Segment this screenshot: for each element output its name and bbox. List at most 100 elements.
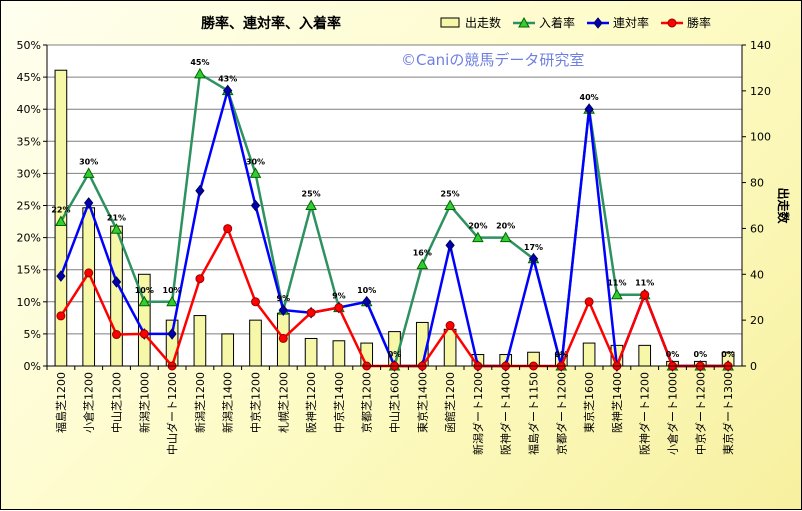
data-label: 16% — [413, 249, 432, 258]
y-tick-label: 10% — [17, 296, 41, 309]
gridlines — [47, 44, 742, 335]
bar — [332, 340, 346, 367]
x-axis: 福島芝1200 小倉芝1200 中山芝1200 新潟芝1000 中山ダート1200 新潟芝… — [46, 365, 742, 455]
point — [139, 329, 149, 339]
data-label: 43% — [218, 75, 237, 84]
y2-tick-label: 60 — [750, 222, 764, 235]
x-tick-label: 阪神ダート1200 — [638, 372, 652, 455]
x-tick-label: 阪神芝1200 — [304, 372, 318, 433]
data-label: 11% — [635, 279, 654, 288]
point — [528, 252, 539, 265]
legend-item: 入着率 — [513, 15, 575, 30]
y2-tick-label: 120 — [750, 85, 771, 98]
x-tick-label: 函館芝1200 — [443, 372, 457, 433]
point — [445, 239, 455, 252]
y2-tick-label: 40 — [750, 268, 764, 281]
data-label: 0% — [694, 350, 708, 359]
point — [362, 295, 372, 308]
point — [194, 67, 206, 79]
x-tick-label: 東京ダート1300 — [721, 372, 735, 455]
watermark: ©Caniの競馬データ研究室 — [401, 51, 584, 69]
legend-item: 連対率 — [587, 15, 649, 30]
point — [55, 215, 67, 227]
data-label: 0% — [388, 350, 402, 359]
point — [223, 84, 233, 97]
x-tick-label: 阪神ダート1400 — [499, 372, 513, 455]
point — [249, 167, 262, 178]
y-tick-label: 20% — [17, 232, 41, 245]
x-tick-label: 小倉ダート1000 — [666, 372, 680, 455]
point — [305, 199, 317, 210]
x-tick-label: 中山ダート1200 — [165, 372, 179, 455]
bar — [193, 315, 207, 367]
data-label: 0% — [666, 350, 680, 359]
point — [167, 328, 177, 340]
x-tick-label: 小倉芝1200 — [82, 372, 96, 433]
point — [112, 330, 121, 340]
data-label: 11% — [607, 279, 626, 288]
x-tick-label: 中山芝1200 — [111, 372, 124, 433]
point — [499, 231, 512, 243]
point — [82, 167, 95, 178]
data-label: 10% — [357, 286, 376, 295]
data-label: 10% — [163, 286, 182, 295]
x-tick-label: 京都芝1200 — [360, 372, 374, 433]
y-tick-label: 50% — [17, 39, 41, 52]
data-labels: 22% 30% 21% 10% 10% 45% 43% 30% 9% 25% 9% 10% 0% 16% 2… — [51, 58, 735, 359]
point — [251, 297, 260, 307]
x-tick-label: 札幌芝1200 — [276, 372, 290, 433]
data-label: 0% — [555, 350, 569, 359]
point — [110, 223, 123, 234]
point — [250, 199, 261, 212]
point — [195, 184, 205, 197]
x-tick-label: 中京芝1400 — [332, 372, 346, 433]
data-label: 40% — [580, 93, 599, 102]
legend-label: 勝率 — [687, 15, 711, 30]
point — [84, 268, 94, 278]
point — [334, 303, 344, 313]
point — [278, 333, 288, 343]
y2-tick-label: 140 — [750, 39, 771, 52]
point — [195, 274, 205, 284]
point — [444, 199, 456, 210]
x-tick-label: 東京芝1400 — [415, 372, 429, 433]
legend: 出走数 入着率 連対率 勝率 — [440, 15, 711, 30]
bar — [638, 344, 652, 367]
y-axis-left: 0% 5% 10% 15% 20% 25% 30% 35% 40% 45% 50% — [17, 39, 48, 373]
x-tick-label: 京都ダート1200 — [554, 372, 568, 455]
point — [472, 231, 484, 243]
chart-title: 勝率、連対率、入着率 — [201, 15, 341, 32]
legend-item: 出走数 — [440, 15, 501, 30]
y2-tick-label: 20 — [750, 314, 764, 327]
legend-label: 連対率 — [613, 15, 649, 30]
x-tick-label: 中京芝1200 — [249, 372, 263, 433]
point — [640, 290, 650, 300]
data-label: 20% — [496, 222, 515, 231]
data-label: 21% — [107, 213, 126, 222]
y-tick-label: 15% — [17, 264, 41, 277]
y-tick-label: 40% — [17, 103, 41, 116]
bar — [110, 225, 123, 367]
data-label: 30% — [79, 157, 98, 166]
y-tick-label: 5% — [24, 328, 41, 341]
point — [584, 297, 594, 307]
x-tick-label: 福島芝1200 — [54, 372, 68, 433]
bar — [249, 319, 262, 367]
x-tick-label: 新潟芝1200 — [193, 372, 207, 433]
data-label: 25% — [441, 190, 460, 199]
x-tick-label: 中山芝1600 — [389, 372, 402, 433]
y-tick-label: 35% — [17, 135, 41, 148]
bar — [165, 319, 179, 367]
data-label: 9% — [277, 294, 291, 303]
legend-label: 入着率 — [539, 15, 575, 30]
data-label: 20% — [468, 222, 487, 231]
point — [111, 276, 122, 288]
point — [56, 270, 66, 282]
data-label: 22% — [51, 206, 70, 215]
y-tick-label: 45% — [17, 71, 41, 84]
data-label: 30% — [246, 157, 265, 166]
legend-label: 出走数 — [465, 15, 501, 30]
point — [593, 17, 603, 29]
point — [416, 258, 429, 270]
data-label: 0% — [721, 350, 735, 359]
